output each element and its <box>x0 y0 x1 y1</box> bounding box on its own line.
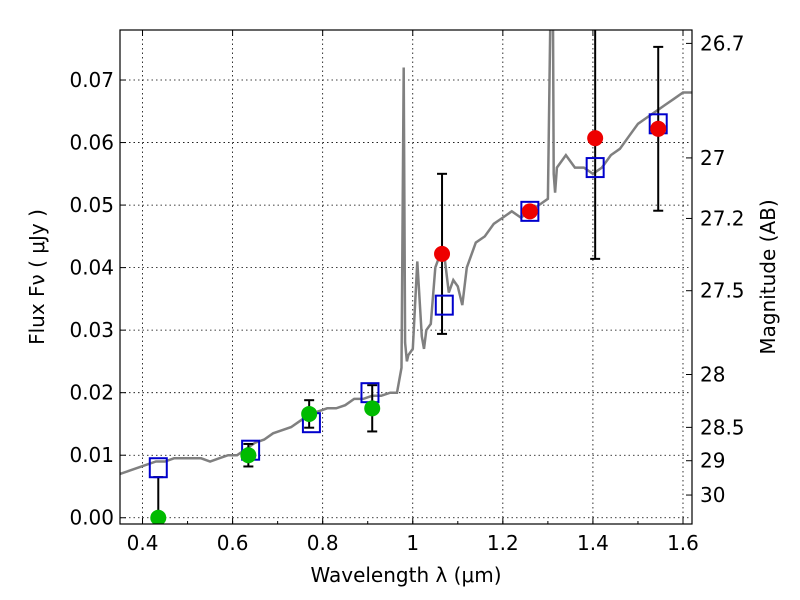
right-tick-label: 27.5 <box>700 279 745 303</box>
right-tick-label: 27 <box>700 146 725 170</box>
right-axis-label: Magnitude (AB) <box>756 199 780 354</box>
data-point <box>240 447 257 464</box>
data-point <box>521 203 538 220</box>
ticks: 0.4 0.6 0.8 1 1.2 1.4 1.6 0.00 0.01 0.02 0.03 0.04 0… <box>69 30 745 555</box>
y-tick-label: 0.02 <box>69 381 114 405</box>
data-point <box>301 405 318 422</box>
x-tick-label: 1 <box>406 531 419 555</box>
y-tick-label: 0.01 <box>69 443 114 467</box>
x-tick-label: 0.6 <box>217 531 249 555</box>
y-tick-label: 0.04 <box>69 256 114 280</box>
plot-frame <box>119 29 693 525</box>
data-point <box>587 130 604 147</box>
data-point <box>150 509 167 524</box>
x-tick-label: 0.8 <box>307 531 339 555</box>
x-tick-label: 0.4 <box>127 531 159 555</box>
model-square <box>585 157 605 179</box>
right-tick-label: 28.5 <box>700 415 745 439</box>
y-tick-label: 0.03 <box>69 318 114 342</box>
y-tick-label: 0.07 <box>69 68 114 92</box>
x-tick-label: 1.6 <box>667 531 699 555</box>
model-square <box>434 294 454 316</box>
model-square <box>520 200 540 222</box>
y-tick-label: 0.00 <box>69 506 114 530</box>
data-point <box>434 245 451 262</box>
right-tick-label: 29 <box>700 449 725 473</box>
x-tick-label: 1.4 <box>577 531 609 555</box>
y-axis-label: Flux Fν ( μJy ) <box>25 209 49 345</box>
y-tick-label: 0.06 <box>69 131 114 155</box>
sed-line <box>120 30 692 476</box>
plot-area <box>120 30 692 524</box>
grid <box>120 30 692 524</box>
x-axis-label: Wavelength λ (μm) <box>310 563 501 587</box>
y-tick-label: 0.05 <box>69 193 114 217</box>
right-tick-label: 30 <box>700 483 725 507</box>
data-point <box>364 400 381 417</box>
right-tick-label: 26.7 <box>700 31 745 55</box>
model-square <box>148 457 168 479</box>
right-tick-label: 28 <box>700 362 725 386</box>
x-tick-label: 1.2 <box>487 531 519 555</box>
data-point <box>650 120 667 137</box>
right-tick-label: 27.2 <box>700 206 745 230</box>
